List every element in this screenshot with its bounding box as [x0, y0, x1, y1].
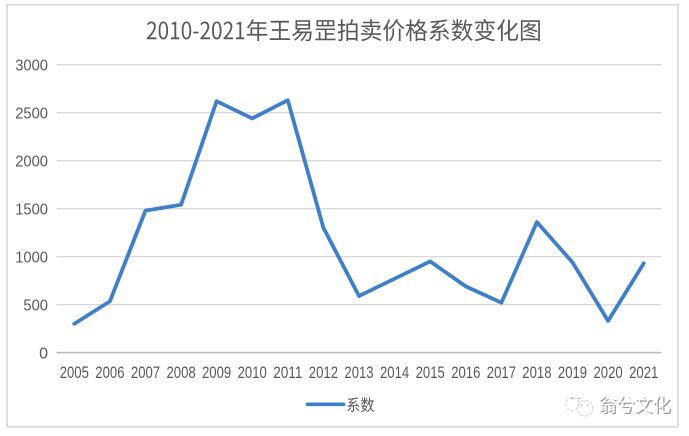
svg-text:2010: 2010: [238, 364, 267, 382]
svg-text:2008: 2008: [167, 364, 196, 382]
svg-text:500: 500: [23, 297, 48, 314]
svg-text:2013: 2013: [344, 364, 373, 382]
svg-text:2009: 2009: [202, 364, 231, 382]
svg-text:2018: 2018: [522, 364, 551, 382]
svg-text:2006: 2006: [95, 364, 124, 382]
svg-text:2020: 2020: [594, 364, 623, 382]
svg-text:2012: 2012: [309, 364, 338, 382]
svg-text:1000: 1000: [15, 249, 48, 266]
svg-text:2015: 2015: [416, 364, 445, 382]
svg-text:2005: 2005: [60, 364, 89, 382]
svg-text:2014: 2014: [380, 364, 409, 382]
svg-text:3000: 3000: [15, 58, 48, 75]
svg-text:2011: 2011: [273, 364, 302, 382]
svg-text:2000: 2000: [15, 154, 48, 171]
svg-text:2007: 2007: [131, 364, 160, 382]
svg-text:2021: 2021: [629, 364, 658, 382]
svg-text:2016: 2016: [451, 364, 480, 382]
svg-text:2500: 2500: [15, 106, 48, 123]
svg-text:0: 0: [39, 345, 48, 362]
svg-text:2017: 2017: [487, 364, 516, 382]
svg-text:2019: 2019: [558, 364, 587, 382]
svg-text:1500: 1500: [15, 202, 48, 219]
